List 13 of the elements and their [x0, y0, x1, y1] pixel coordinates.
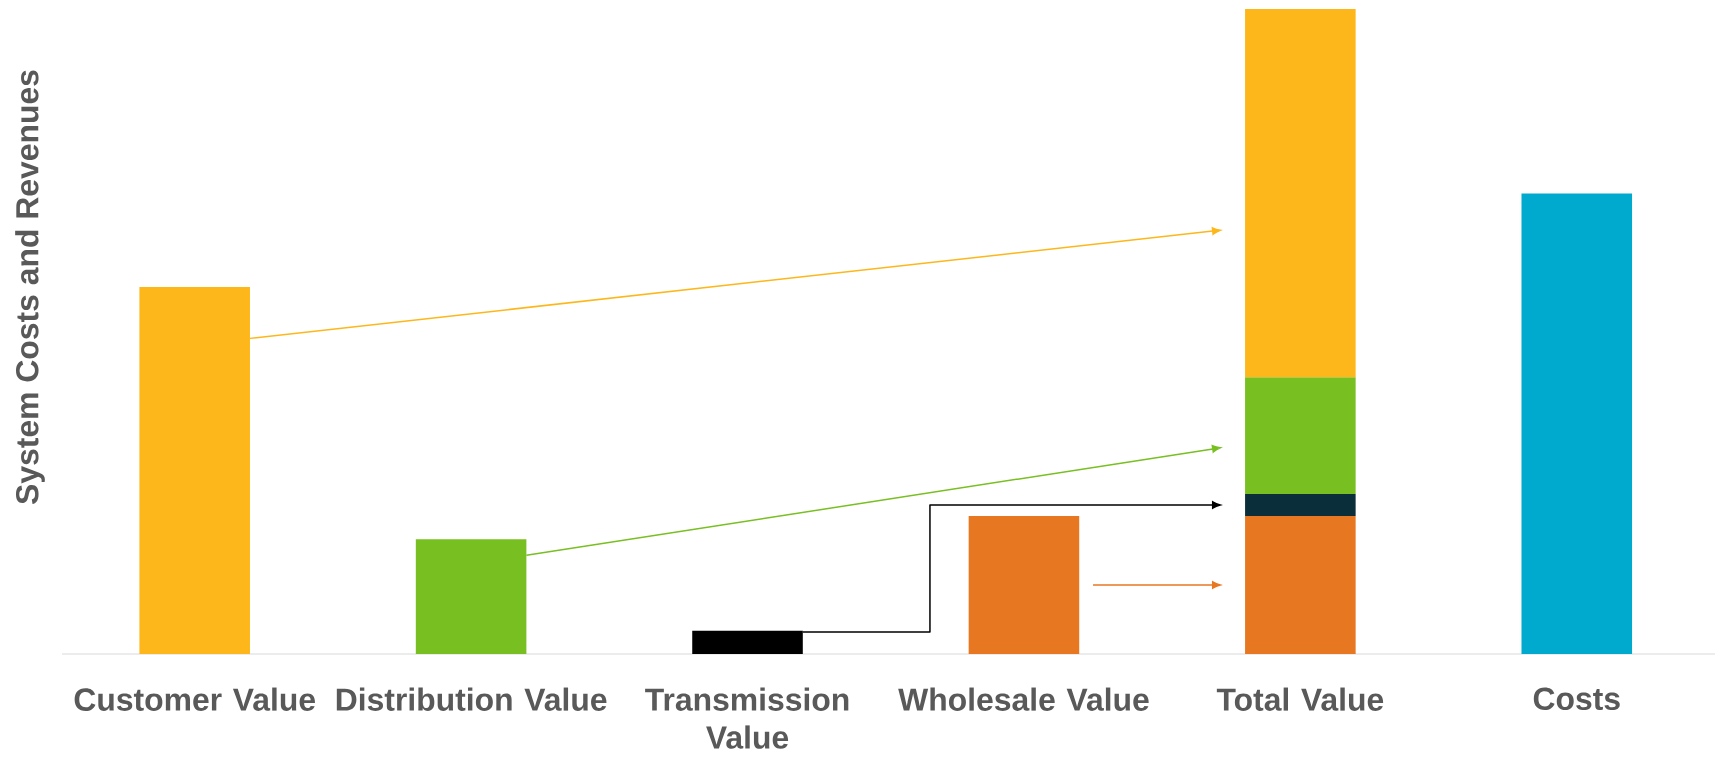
- x-tick-label: Wholesale Value: [898, 687, 1149, 711]
- bar: [1245, 515, 1356, 654]
- x-tick-label: Costs: [1533, 687, 1620, 711]
- y-axis-title: System Costs and Revenues: [15, 70, 45, 505]
- bar: [968, 515, 1080, 654]
- x-tick-label: Customer Value: [74, 687, 315, 711]
- x-tick-label: Distribution Value: [336, 687, 607, 711]
- bar: [1521, 193, 1633, 654]
- x-tick-label: Total Value: [1216, 687, 1384, 711]
- x-tick-label: Transmission Value: [645, 687, 849, 749]
- bar: [1245, 377, 1356, 495]
- bar: [1245, 494, 1356, 516]
- bar: [1245, 8, 1356, 378]
